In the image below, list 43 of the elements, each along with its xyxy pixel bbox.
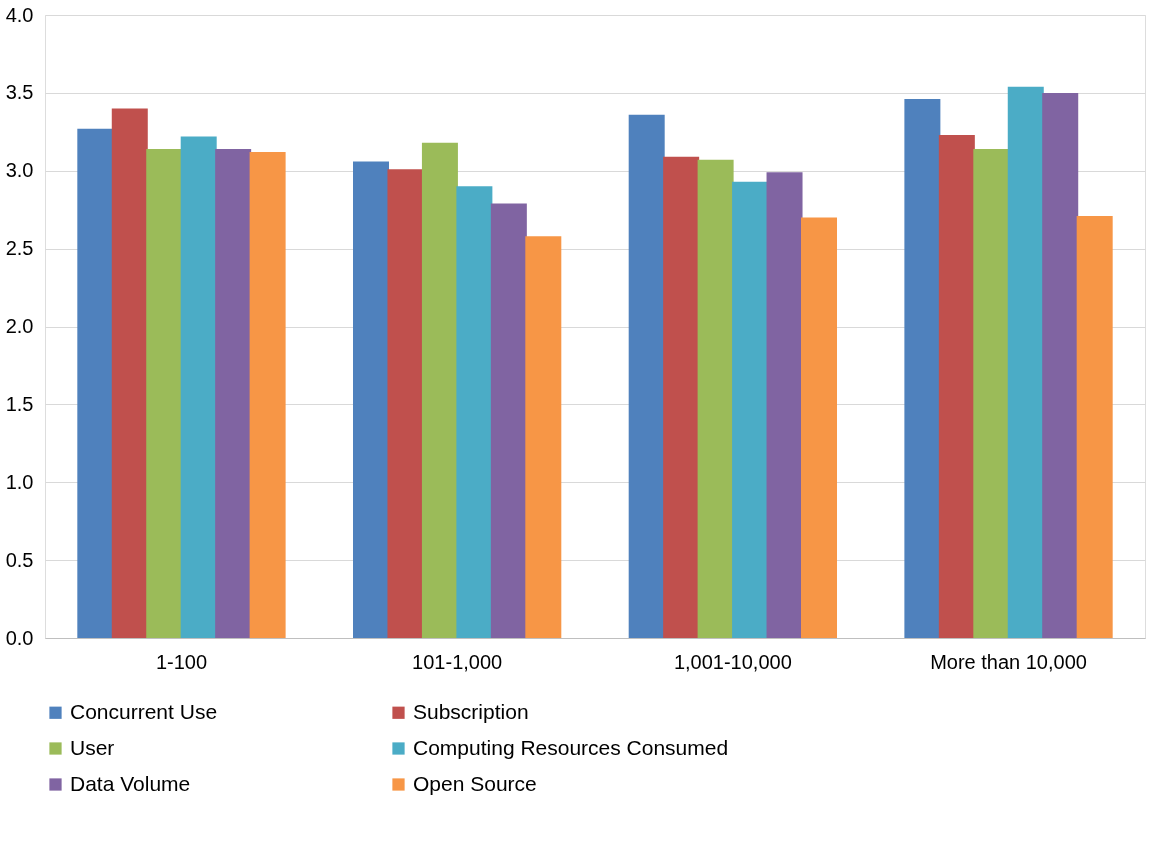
bar (766, 172, 803, 638)
bar (146, 148, 183, 638)
bar (732, 181, 769, 638)
bar (180, 136, 217, 638)
bar (938, 134, 975, 638)
bar (111, 108, 148, 638)
y-tick-label: 4.0 (5, 3, 34, 26)
bar (904, 99, 941, 638)
bar (490, 203, 527, 638)
bar (421, 142, 458, 638)
bar (456, 186, 493, 638)
x-tick-label: 101-1,000 (412, 650, 503, 673)
y-tick-label: 2.0 (5, 315, 34, 337)
y-tick-label: 1.5 (5, 392, 34, 415)
bar (215, 148, 252, 638)
bar (353, 161, 389, 638)
y-tick-label: 0.0 (5, 626, 34, 649)
bar (1042, 92, 1079, 638)
bar (1076, 215, 1113, 638)
bar (77, 128, 114, 638)
y-tick-label: 0.5 (5, 548, 34, 571)
bar (1007, 86, 1044, 638)
y-tick-label: 3.0 (5, 159, 34, 182)
bar (249, 152, 286, 638)
y-tick-label: 2.5 (5, 237, 34, 260)
y-tick-label: 1.0 (5, 470, 34, 493)
bar (973, 148, 1010, 638)
y-tick-label: 3.5 (5, 81, 34, 104)
legend-label: Computing Resources Consumed (413, 735, 729, 759)
bar (525, 236, 562, 638)
x-tick-label: 1,001-10,000 (673, 650, 792, 673)
legend-label: Open Source (413, 771, 537, 795)
bar (697, 159, 734, 638)
x-tick-label: More than 10,000 (930, 650, 1087, 673)
x-tick-label: 1-100 (155, 650, 208, 673)
bar (628, 114, 665, 638)
legend-label: User (70, 735, 115, 759)
legend-label: Subscription (413, 699, 529, 723)
bar (801, 217, 837, 638)
bar (387, 169, 424, 638)
legend-label: Concurrent Use (70, 699, 218, 723)
legend-label: Data Volume (70, 771, 191, 795)
bar (663, 156, 700, 638)
